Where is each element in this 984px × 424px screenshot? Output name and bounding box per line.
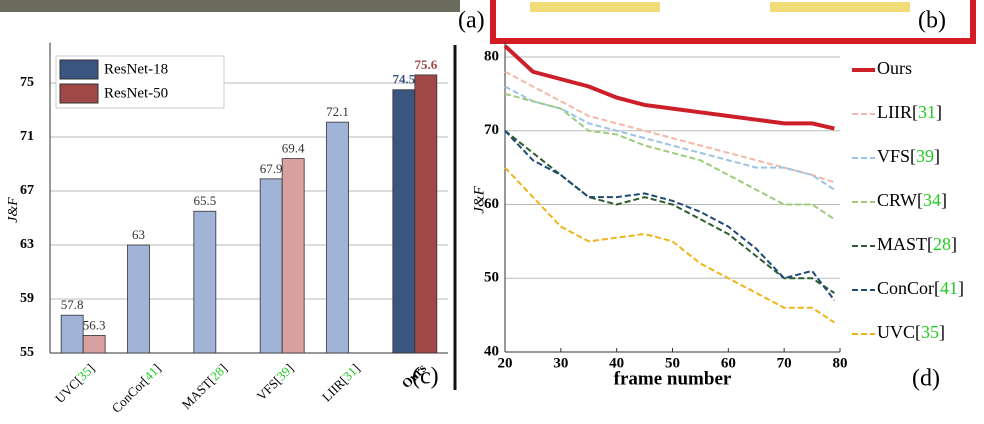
value-label: 63 <box>132 227 145 242</box>
y-tick-label: 70 <box>484 122 499 138</box>
x-tick-label: 30 <box>553 355 568 371</box>
value-label: 74.5 <box>392 72 415 87</box>
panel-label: (a) <box>458 8 485 34</box>
highlight-box <box>490 0 976 44</box>
x-tick-label: ConCor[41] <box>109 361 164 416</box>
bar <box>259 178 283 354</box>
image-strip <box>770 2 910 12</box>
y-tick-label: 71 <box>20 129 34 144</box>
x-tick-label: 40 <box>609 355 624 371</box>
bar <box>82 335 106 354</box>
x-tick-label: UVC[35] <box>52 361 97 406</box>
legend-swatch <box>59 83 99 104</box>
y-tick-label: 40 <box>484 343 499 359</box>
x-tick-label: 70 <box>777 355 792 371</box>
y-tick-label: 67 <box>20 183 34 198</box>
legend-swatch <box>59 59 99 80</box>
panel-label: (b) <box>918 8 946 34</box>
value-label: 65.5 <box>193 193 216 208</box>
legend-label: UVC[35] <box>877 322 945 342</box>
series-line <box>503 44 835 131</box>
legend-label: Ours <box>877 58 912 78</box>
value-label: 67.9 <box>260 161 283 176</box>
bar <box>326 121 349 354</box>
y-tick-label: 55 <box>20 345 34 360</box>
bar <box>414 74 438 354</box>
x-axis-label: frame number <box>614 368 732 389</box>
x-tick-label: VFS[39] <box>254 361 297 404</box>
x-tick-label: 80 <box>833 355 848 371</box>
series-line <box>504 92 835 221</box>
series-line <box>504 130 836 301</box>
value-label: 72.1 <box>326 104 349 119</box>
x-tick-label: 60 <box>721 355 736 371</box>
y-tick-label: 59 <box>20 291 34 306</box>
x-tick-label: LIIR[31] <box>319 361 363 405</box>
legend-label: MAST[28] <box>877 234 957 254</box>
x-tick-label: 20 <box>498 355 513 371</box>
series-line <box>504 85 835 191</box>
series-line <box>504 129 835 294</box>
bar <box>127 244 150 354</box>
bar <box>392 89 416 354</box>
image-strip <box>0 0 460 12</box>
y-tick-label: 63 <box>20 237 34 252</box>
value-label: 57.8 <box>61 297 84 312</box>
y-axis-label: J&F <box>471 185 487 213</box>
panel-label: (d) <box>912 366 940 392</box>
bar <box>281 158 305 354</box>
panel-label: (c) <box>412 364 439 390</box>
series-line <box>504 166 835 324</box>
y-tick-label: 80 <box>484 48 499 64</box>
value-label: 56.3 <box>83 317 106 332</box>
bar <box>193 210 217 354</box>
legend-label: CRW[34] <box>877 190 947 210</box>
image-strip <box>530 2 660 12</box>
y-axis-label: J&F <box>6 197 21 223</box>
legend-label: ConCor[41] <box>877 278 964 298</box>
legend-label: ResNet-18 <box>104 61 168 77</box>
x-tick-label: 50 <box>665 355 680 371</box>
series-line <box>504 70 835 184</box>
y-tick-label: 75 <box>20 75 34 90</box>
y-tick-label: 50 <box>484 270 499 286</box>
legend-label: ResNet-50 <box>104 85 168 101</box>
legend-label: LIIR[31] <box>877 102 942 122</box>
legend-label: VFS[39] <box>877 146 940 166</box>
value-label: 75.6 <box>414 57 437 72</box>
bar <box>60 314 84 354</box>
y-tick-label: 60 <box>484 196 499 212</box>
value-label: 69.4 <box>282 141 305 156</box>
x-tick-label: MAST[28] <box>179 361 230 412</box>
